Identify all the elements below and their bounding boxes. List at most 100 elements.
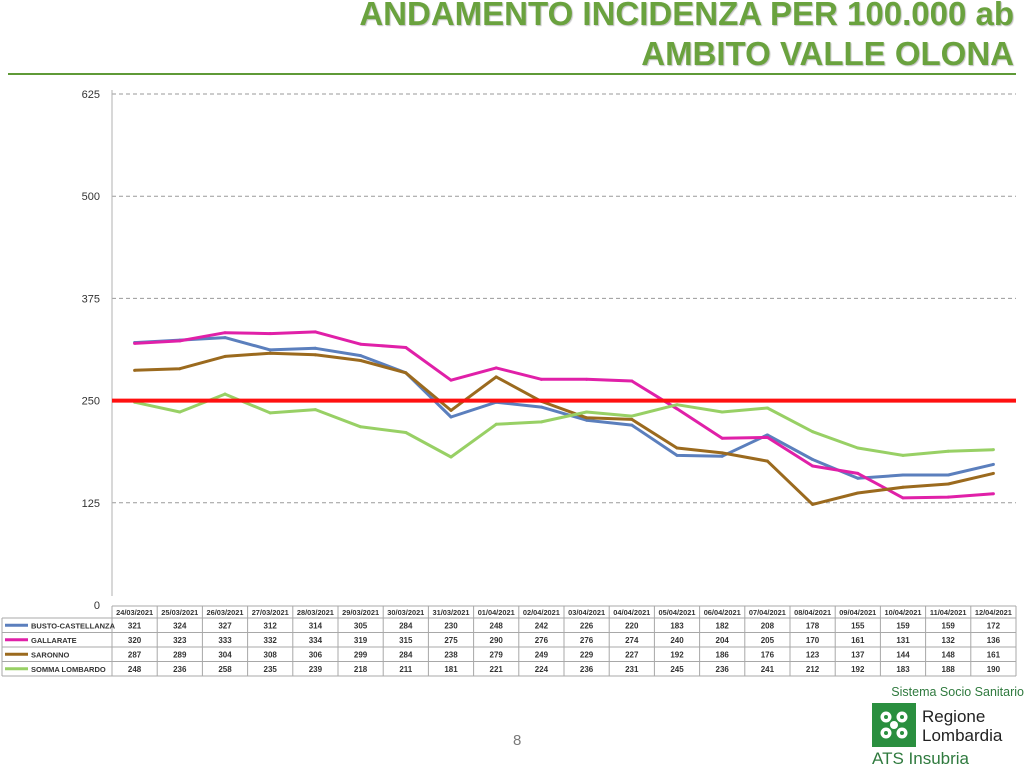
data-label: 161 [987, 650, 1001, 659]
y-tick-label: 125 [82, 498, 100, 510]
data-label: 276 [580, 636, 594, 645]
data-point [720, 451, 724, 455]
data-label: 224 [535, 665, 549, 674]
data-point [630, 417, 634, 421]
series-line-busto-castellanza [134, 336, 994, 480]
data-label: 229 [580, 650, 594, 659]
data-label: 208 [761, 621, 775, 630]
data-label: 159 [896, 621, 910, 630]
data-label: 137 [851, 650, 865, 659]
data-point [539, 377, 543, 381]
data-point [268, 351, 272, 355]
data-label: 305 [354, 621, 368, 630]
data-point [494, 422, 498, 426]
data-point [720, 436, 724, 440]
data-label: 319 [354, 636, 368, 645]
data-label: 275 [444, 636, 458, 645]
data-label: 212 [806, 665, 820, 674]
page-number: 8 [513, 732, 522, 749]
data-point [765, 459, 769, 463]
logo-subtitle: ATS Insubria [872, 749, 970, 768]
data-point [765, 435, 769, 439]
data-label: 220 [625, 621, 639, 630]
data-label: 182 [716, 621, 730, 630]
data-point [449, 378, 453, 382]
y-axis-ticks: 0 125 250 375 500 625 [82, 89, 100, 612]
data-label: 312 [264, 621, 278, 630]
data-point [494, 366, 498, 370]
data-point [630, 414, 634, 418]
data-label: 242 [535, 621, 549, 630]
legend-label: GALLARATE [31, 636, 77, 645]
data-point [675, 453, 679, 457]
data-label: 321 [128, 621, 142, 630]
data-label: 132 [942, 636, 956, 645]
data-point [856, 491, 860, 495]
x-tick-label: 05/04/2021 [659, 608, 696, 617]
x-tick-label: 08/04/2021 [794, 608, 831, 617]
data-point [585, 410, 589, 414]
data-label: 332 [264, 636, 278, 645]
data-point [946, 495, 950, 499]
x-tick-label: 01/04/2021 [478, 608, 515, 617]
data-point [901, 485, 905, 489]
data-point [991, 448, 995, 452]
regione-lombardia-logo-icon [872, 703, 916, 747]
data-label: 190 [987, 665, 1001, 674]
data-label: 226 [580, 621, 594, 630]
data-label: 144 [896, 650, 910, 659]
data-point [630, 379, 634, 383]
data-label: 304 [218, 650, 232, 659]
data-table: 24/03/2021 25/03/2021 26/03/2021 27/03/2021… [1, 605, 1017, 677]
data-label: 235 [264, 665, 278, 674]
x-tick-label: 30/03/2021 [387, 608, 424, 617]
data-label: 289 [173, 650, 187, 659]
data-point [675, 446, 679, 450]
legend-label: SOMMA LOMBARDO [31, 665, 106, 674]
data-point [449, 415, 453, 419]
data-point [630, 423, 634, 427]
data-point [675, 403, 679, 407]
data-point [313, 353, 317, 357]
data-label: 333 [218, 636, 232, 645]
data-point [313, 330, 317, 334]
data-point [811, 502, 815, 506]
x-tick-label: 26/03/2021 [207, 608, 244, 617]
data-point [991, 492, 995, 496]
data-point [133, 341, 137, 345]
data-label: 170 [806, 636, 820, 645]
series-line-somma-lombardo [134, 392, 994, 459]
data-label: 205 [761, 636, 775, 645]
data-point [449, 408, 453, 412]
legend-label: BUSTO-CASTELLANZA [31, 621, 116, 630]
data-label: 161 [851, 636, 865, 645]
data-point [585, 377, 589, 381]
page-title-line-2: AMBITO VALLE OLONA [641, 35, 1014, 72]
data-label: 274 [625, 636, 639, 645]
data-point [359, 342, 363, 346]
data-label: 218 [354, 665, 368, 674]
data-label: 192 [851, 665, 865, 674]
data-label: 192 [670, 650, 684, 659]
data-point [359, 359, 363, 363]
data-point [765, 433, 769, 437]
data-label: 258 [218, 665, 232, 674]
data-label: 131 [896, 636, 910, 645]
data-label: 176 [761, 650, 775, 659]
data-label: 123 [806, 650, 820, 659]
page-title-line-1: ANDAMENTO INCIDENZA PER 100.000 ab [359, 0, 1014, 32]
data-point [404, 345, 408, 349]
incidence-line-chart: 0 125 250 375 500 625 24/03/2021 25/03/2021 26/… [1, 89, 1017, 677]
data-point [359, 425, 363, 429]
footer-org-text: Sistema Socio Sanitario [891, 685, 1024, 699]
data-label: 230 [444, 621, 458, 630]
data-label: 155 [851, 621, 865, 630]
data-label: 172 [987, 621, 1001, 630]
x-tick-label: 09/04/2021 [839, 608, 876, 617]
x-tick-label: 10/04/2021 [885, 608, 922, 617]
data-point [178, 410, 182, 414]
data-point [901, 453, 905, 457]
data-point [901, 496, 905, 500]
data-label: 159 [942, 621, 956, 630]
data-point [856, 446, 860, 450]
